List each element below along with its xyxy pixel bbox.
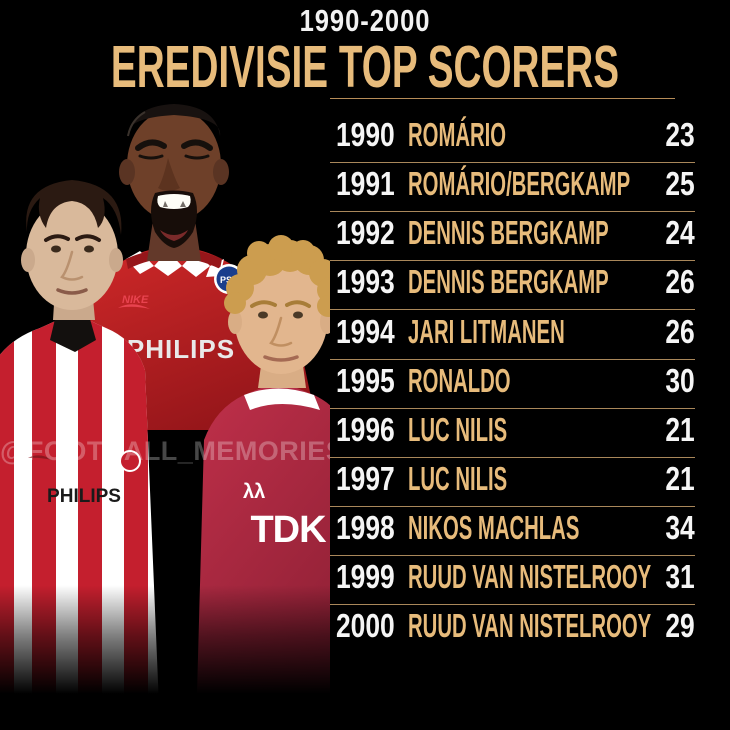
svg-text:PHILIPS: PHILIPS (47, 486, 121, 507)
svg-text:λλ: λλ (243, 481, 265, 503)
svg-text:PHILIPS: PHILIPS (127, 334, 235, 364)
svg-text:NIKE: NIKE (122, 294, 149, 306)
svg-text:TDK: TDK (250, 509, 327, 551)
svg-text:@FOOTBALL_MEMORIES_OFFICIAL: @FOOTBALL_MEMORIES_OFFICIAL (0, 436, 330, 466)
